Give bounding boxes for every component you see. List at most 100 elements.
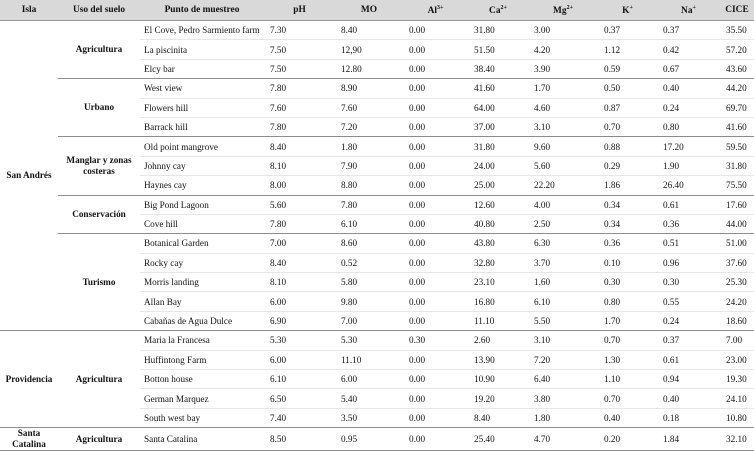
mo-value: 3.50 (341, 413, 358, 423)
ph-value: 5.30 (270, 335, 287, 346)
header-ph: pH (264, 0, 335, 21)
sampling-point: West view (144, 83, 183, 94)
mg-value: 9.60 (534, 141, 551, 152)
k-value: 0.59 (604, 63, 621, 74)
table-row: Rocky cay 8.40 0.52 0.00 32.80 3.70 0.10… (0, 253, 754, 273)
mo-value: 7.00 (341, 316, 358, 327)
mg-value: 3.10 (534, 335, 551, 346)
ca-value: 41.60 (474, 83, 495, 94)
na-value: 0.61 (663, 354, 680, 365)
k-value: 0.34 (604, 199, 621, 210)
mo-value: 8.90 (341, 83, 358, 94)
mo-value: 7.60 (341, 102, 358, 113)
mo-value: 5.30 (341, 335, 358, 346)
ca-value: 24.00 (474, 160, 495, 171)
header-al: Al3+ (403, 0, 468, 21)
al-value: 0.00 (409, 257, 426, 268)
mg-value: 6.30 (534, 238, 551, 249)
ph-value: 6.50 (270, 393, 287, 404)
mg-value: 3.10 (534, 122, 551, 133)
table-row: Allan Bay 6.00 9.80 0.00 16.80 6.10 0.80… (0, 292, 754, 312)
land-use-cell-conservacion: Conservación (58, 195, 140, 235)
header-mg-label: Mg (553, 5, 567, 16)
cice-value: 75.50 (726, 180, 747, 191)
land-use-cell-manglar: Manglar y zonas costeras (58, 136, 140, 196)
mg-value: 1.80 (534, 413, 551, 423)
al-value: 0.00 (409, 413, 426, 423)
mo-value: 8.80 (341, 180, 358, 191)
land-use-cell-agricultura: Agricultura (58, 20, 140, 80)
mo-value: 6.10 (341, 219, 358, 230)
na-value: 0.40 (663, 393, 680, 404)
k-value: 0.70 (604, 393, 621, 404)
mo-value: 5.40 (341, 393, 358, 404)
cice-value: 41.60 (726, 122, 747, 133)
cice-value: 35.50 (726, 25, 747, 36)
mo-value: 12.80 (341, 63, 362, 74)
sampling-point: Huffintong Farm (144, 354, 207, 365)
na-value: 0.61 (663, 199, 680, 210)
table-row: Cove hill 7.80 6.10 0.00 40.80 2.50 0.34… (0, 214, 754, 234)
k-value: 1.70 (604, 316, 621, 327)
k-value: 1.12 (604, 44, 621, 55)
sampling-point: Rocky cay (144, 257, 184, 268)
header-mo: MO (335, 0, 403, 21)
al-value: 0.00 (409, 25, 426, 36)
ca-value: 11.10 (474, 316, 495, 327)
cice-value: 7.00 (726, 335, 743, 346)
header-ca-label: Ca (489, 5, 501, 16)
mg-value: 6.40 (534, 374, 551, 385)
na-value: 0.18 (663, 413, 680, 423)
header-na: Na+ (657, 0, 720, 21)
na-value: 17.20 (663, 141, 684, 152)
sampling-point: Allan Bay (144, 296, 182, 307)
k-value: 0.87 (604, 102, 621, 113)
sampling-point: Morris landing (144, 277, 199, 288)
table-row: San Andrés Agricultura El Cove, Pedro Sa… (0, 20, 754, 332)
cice-value: 37.60 (726, 257, 747, 268)
header-row: Isla Uso del suelo Punto de muestreo pH … (0, 0, 754, 21)
mo-value: 8.40 (341, 25, 358, 36)
ph-value: 6.00 (270, 296, 287, 307)
ph-value: 8.00 (270, 180, 287, 191)
header-mg: Mg2+ (528, 0, 598, 21)
na-value: 0.51 (663, 238, 680, 249)
mo-value: 9.80 (341, 296, 358, 307)
sampling-point: Botton house (144, 374, 193, 385)
header-al-charge: 3+ (436, 4, 444, 11)
ph-value: 8.50 (270, 434, 287, 445)
ca-value: 25.00 (474, 180, 495, 191)
land-use-cell-turismo: Turismo (58, 233, 140, 332)
al-value: 0.00 (409, 374, 426, 385)
ph-value: 7.50 (270, 44, 287, 55)
k-value: 0.34 (604, 219, 621, 230)
na-value: 0.55 (663, 296, 680, 307)
cice-value: 57.20 (726, 44, 747, 55)
mg-value: 3.90 (534, 63, 551, 74)
sampling-point: Haynes cay (144, 180, 187, 191)
na-value: 1.90 (663, 160, 680, 171)
ph-value: 6.00 (270, 354, 287, 365)
cice-value: 32.10 (726, 434, 747, 445)
mg-value: 4.00 (534, 199, 551, 210)
ca-value: 10.90 (474, 374, 495, 385)
k-value: 0.40 (604, 413, 621, 423)
mg-value: 5.60 (534, 160, 551, 171)
table-row: La piscinita 7.50 12,90 0.00 51.50 4.20 … (0, 40, 754, 60)
na-value: 0.80 (663, 122, 680, 133)
al-value: 0.00 (409, 180, 426, 191)
ph-value: 7.00 (270, 238, 287, 249)
sampling-point: El Cove, Pedro Sarmiento farm (144, 25, 260, 36)
mg-value: 22.20 (534, 180, 555, 191)
ph-value: 7.30 (270, 25, 287, 36)
ph-value: 7.80 (270, 83, 287, 94)
na-value: 0.42 (663, 44, 680, 55)
table-row: Providencia Agricultura Maria la Frances… (0, 330, 754, 429)
na-value: 0.37 (663, 25, 680, 36)
ca-value: 12.60 (474, 199, 495, 210)
na-value: 0.67 (663, 63, 680, 74)
mg-value: 6.10 (534, 296, 551, 307)
ph-value: 7.50 (270, 63, 287, 74)
